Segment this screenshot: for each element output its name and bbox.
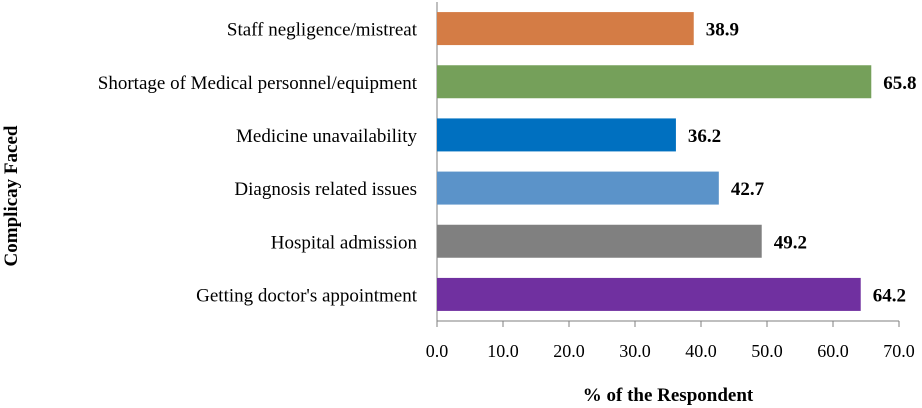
data-label: 49.2 [774,232,807,253]
category-label: Staff negligence/mistreat [227,20,418,41]
x-tick-label: 20.0 [553,341,585,361]
chart-marks: 0.0 10.0 20.0 30.0 40.0 50.0 60.0 70.0 Staff neg… [98,2,917,361]
bar [437,65,872,99]
bar [437,118,676,152]
category-label: Medicine unavailability [236,126,417,147]
x-axis-title: % of the Respondent [583,385,754,406]
x-tick-label: 30.0 [619,341,651,361]
category-label: Diagnosis related issues [234,179,417,200]
bar [437,277,861,311]
category-label: Hospital admission [271,232,418,253]
category-label: Shortage of Medical personnel/equipment [98,73,418,94]
x-tick-label: 50.0 [751,341,783,361]
x-tick-label: 60.0 [817,341,849,361]
data-label: 65.8 [883,73,916,94]
x-tick-label: 40.0 [685,341,717,361]
data-label: 38.9 [706,20,739,41]
bar [437,224,762,258]
bar [437,171,719,205]
data-label: 36.2 [688,126,721,147]
x-tick-label: 10.0 [487,341,519,361]
x-tick-label: 0.0 [426,341,449,361]
y-axis-title: Complicay Faced [1,125,22,266]
data-label: 42.7 [731,179,765,200]
category-label: Getting doctor's appointment [196,285,418,306]
x-tick-label: 70.0 [883,341,915,361]
bar [437,12,694,46]
data-label: 64.2 [873,285,906,306]
